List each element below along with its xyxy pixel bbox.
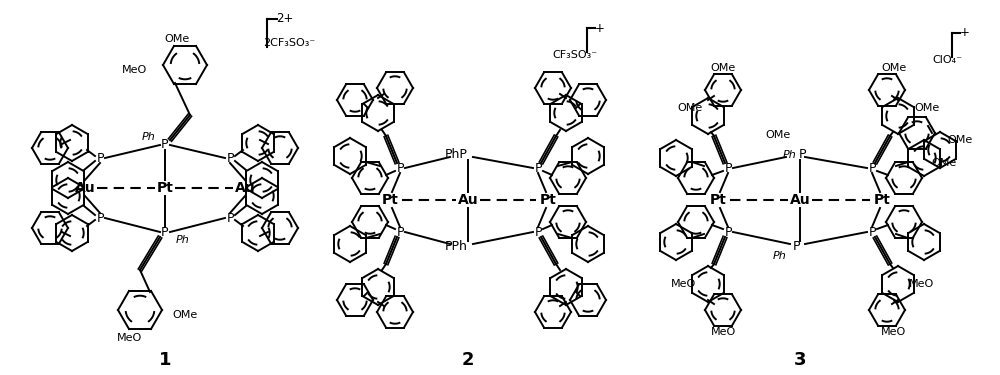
Text: Au: Au: [75, 181, 95, 195]
Text: Pt: Pt: [382, 193, 398, 207]
Text: 2+: 2+: [276, 12, 294, 26]
Text: 2CF₃SO₃⁻: 2CF₃SO₃⁻: [263, 38, 315, 48]
Text: P: P: [96, 211, 104, 225]
Text: Au: Au: [790, 193, 810, 207]
Text: Au: Au: [235, 181, 255, 195]
Text: P: P: [96, 152, 104, 165]
Text: P: P: [792, 240, 800, 252]
Text: OMe: OMe: [710, 63, 736, 73]
Text: P: P: [396, 162, 404, 174]
Text: ClO₄⁻: ClO₄⁻: [932, 55, 962, 65]
Text: OMe: OMe: [931, 158, 957, 168]
Text: Pt: Pt: [710, 193, 726, 207]
Text: P: P: [534, 225, 542, 238]
Text: P: P: [226, 152, 234, 165]
Text: +: +: [595, 21, 605, 34]
Text: MeO: MeO: [909, 279, 935, 289]
Text: MeO: MeO: [117, 333, 143, 343]
Text: Ph: Ph: [142, 132, 156, 142]
Text: MeO: MeO: [710, 327, 736, 337]
Text: Pt: Pt: [157, 181, 173, 195]
Text: Au: Au: [458, 193, 478, 207]
Text: Pt: Pt: [874, 193, 890, 207]
Text: P: P: [161, 225, 169, 238]
Text: P: P: [724, 162, 732, 174]
Text: 2: 2: [462, 351, 474, 369]
Text: P: P: [724, 225, 732, 238]
Text: MeO: MeO: [122, 65, 147, 75]
Text: Ph: Ph: [176, 235, 190, 245]
Text: PhP: PhP: [445, 148, 467, 162]
Text: OMe: OMe: [172, 310, 197, 320]
Text: OMe: OMe: [765, 130, 791, 140]
Text: OMe: OMe: [914, 103, 940, 113]
Text: OMe: OMe: [881, 63, 907, 73]
Text: P: P: [868, 225, 876, 238]
Text: P: P: [868, 162, 876, 174]
Text: Ph: Ph: [783, 150, 797, 160]
Text: P: P: [534, 162, 542, 174]
Text: OMe: OMe: [677, 103, 703, 113]
Text: Ph: Ph: [773, 251, 787, 261]
Text: OMe: OMe: [164, 34, 190, 44]
Text: MeO: MeO: [881, 327, 907, 337]
Text: 1: 1: [159, 351, 171, 369]
Text: P: P: [798, 148, 806, 162]
Text: P: P: [161, 138, 169, 152]
Text: P: P: [226, 211, 234, 225]
Text: CF₃SO₃⁻: CF₃SO₃⁻: [552, 50, 598, 60]
Text: +: +: [960, 27, 970, 39]
Text: PPh: PPh: [445, 240, 467, 252]
Text: MeO: MeO: [670, 279, 696, 289]
Text: P: P: [396, 225, 404, 238]
Text: Pt: Pt: [540, 193, 556, 207]
Text: OMe: OMe: [947, 135, 973, 145]
Text: 3: 3: [794, 351, 806, 369]
